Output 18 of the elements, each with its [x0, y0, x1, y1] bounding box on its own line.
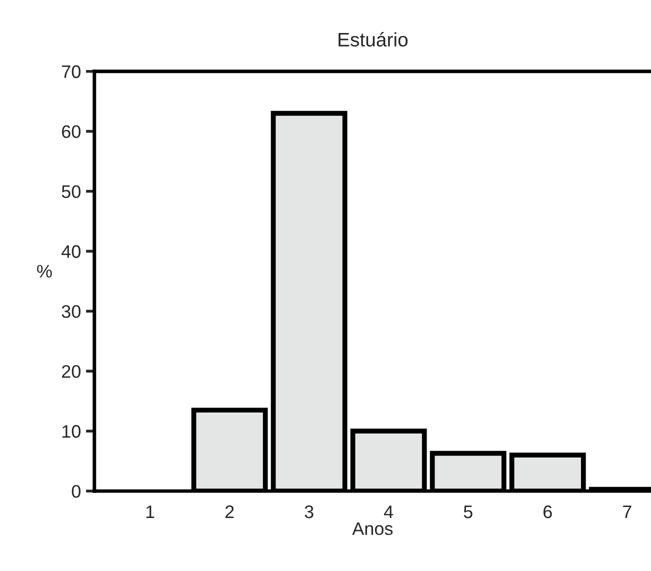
x-axis-title: Anos — [352, 522, 393, 536]
x-tick-label: 4 — [384, 506, 394, 518]
y-tick-label: 10 — [62, 425, 80, 438]
y-tick-label: 30 — [62, 305, 80, 318]
y-tick-label: 70 — [62, 65, 80, 78]
y-tick-label: 50 — [62, 185, 80, 198]
y-tick-label: 40 — [62, 245, 80, 258]
chart-title: Estuário — [338, 32, 408, 47]
x-tick-label: 1 — [146, 506, 154, 518]
y-tick-label: 20 — [62, 365, 80, 378]
x-tick-label: 3 — [304, 505, 314, 518]
x-tick-label: 6 — [544, 505, 552, 518]
y-axis-title: % — [37, 264, 52, 278]
x-tick-label: 7 — [623, 506, 632, 518]
x-tick-label: 5 — [464, 506, 472, 518]
y-tick-label: 60 — [62, 125, 80, 138]
x-tick-label: 2 — [225, 505, 234, 518]
y-tick-label: 0 — [72, 484, 80, 498]
